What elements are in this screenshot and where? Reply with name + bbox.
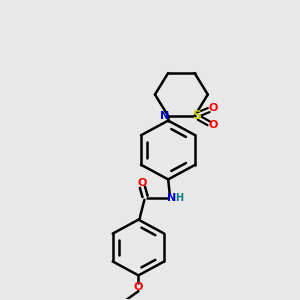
Text: H: H — [175, 193, 183, 203]
Text: S: S — [192, 110, 201, 122]
Text: N: N — [167, 193, 176, 203]
Text: O: O — [137, 178, 146, 188]
Text: O: O — [208, 120, 218, 130]
Text: O: O — [208, 103, 218, 113]
Text: N: N — [160, 111, 169, 121]
Text: O: O — [134, 282, 143, 292]
